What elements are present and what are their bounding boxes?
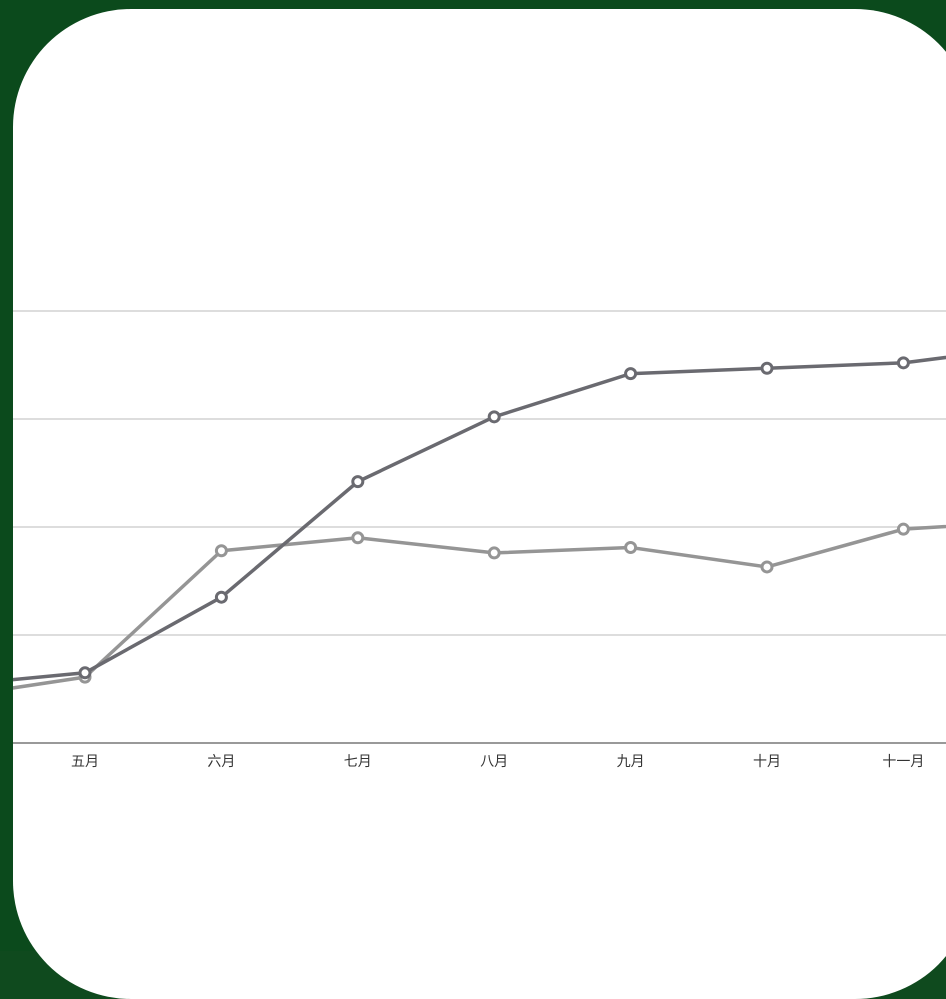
x-tick-label: 七月 <box>344 754 372 770</box>
x-tick-label: 十一月 <box>882 754 924 770</box>
data-point[interactable] <box>624 541 638 555</box>
x-tick-labels: 五月 六月 七月 八月 九月 十月 十一月 <box>71 754 924 770</box>
data-point[interactable] <box>214 544 228 558</box>
series-layer <box>13 343 946 700</box>
data-point[interactable] <box>487 410 501 424</box>
series-line-2 <box>13 518 946 700</box>
data-point[interactable] <box>487 546 501 560</box>
x-tick-label: 十月 <box>753 754 781 770</box>
gridlines <box>13 310 946 636</box>
data-point[interactable] <box>624 367 638 381</box>
data-point[interactable] <box>760 361 774 375</box>
data-point[interactable] <box>896 356 910 370</box>
x-tick-label: 五月 <box>71 754 99 770</box>
data-point[interactable] <box>760 560 774 574</box>
data-point[interactable] <box>896 522 910 536</box>
x-tick-label: 九月 <box>617 754 645 770</box>
data-point[interactable] <box>78 666 92 680</box>
data-point[interactable] <box>351 475 365 489</box>
data-point[interactable] <box>214 590 228 604</box>
x-tick-label: 六月 <box>207 754 235 770</box>
data-point[interactable] <box>351 531 365 545</box>
line-chart: 五月 六月 七月 八月 九月 十月 十一月 <box>13 310 946 770</box>
x-tick-label: 八月 <box>480 754 508 770</box>
background-frame <box>13 9 946 999</box>
chart-card <box>13 9 946 999</box>
